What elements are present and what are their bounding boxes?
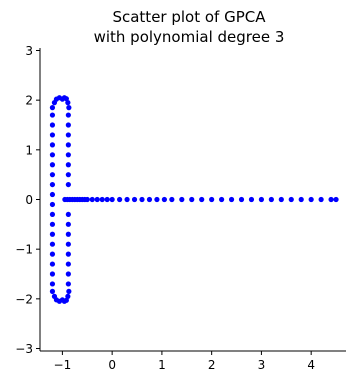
scatter-point (131, 196, 138, 203)
scatter-point (99, 196, 105, 203)
scatter-point (268, 196, 274, 203)
y-tick-label: −1 (15, 243, 33, 257)
scatter-point (65, 112, 71, 118)
scatter-point (308, 196, 314, 203)
scatter-point (63, 297, 69, 303)
scatter-point (65, 221, 71, 227)
scatter-point (66, 105, 72, 111)
scatter-point (238, 196, 245, 203)
scatter-point (84, 196, 90, 203)
scatter-point (179, 196, 185, 203)
scatter-point (49, 241, 56, 247)
scatter-point (146, 196, 153, 203)
chart-title-line-1: Scatter plot of GPCA (112, 8, 266, 26)
y-axis-ticks: −3 −2 −1 0 1 2 3 (15, 44, 40, 356)
x-tick-label: 4 (307, 358, 315, 372)
y-tick-label: 1 (25, 143, 33, 157)
x-tick-label: −1 (54, 358, 72, 372)
scatter-point (49, 112, 56, 118)
scatter-point (209, 196, 215, 203)
scatter-point (65, 172, 71, 178)
scatter-point (65, 142, 71, 148)
scatter-point (66, 288, 72, 294)
x-tick-label: 1 (158, 358, 166, 372)
scatter-point (49, 271, 56, 277)
scatter-point (49, 105, 56, 111)
scatter-point (169, 196, 175, 203)
scatter-point (65, 122, 71, 128)
scatter-point (65, 261, 71, 267)
y-tick-label: 2 (25, 94, 33, 108)
y-tick-label: −3 (15, 342, 33, 356)
scatter-point (49, 201, 56, 208)
scatter-point (49, 191, 56, 198)
y-tick-label: −2 (15, 292, 33, 306)
scatter-point (65, 231, 71, 237)
scatter-point (49, 152, 56, 158)
chart-title: Scatter plot of GPCA with polynomial deg… (94, 8, 285, 46)
scatter-point (124, 196, 130, 203)
scatter-point (63, 96, 69, 102)
scatter-point (49, 122, 56, 128)
scatter-point (65, 211, 71, 218)
scatter-point (139, 196, 145, 203)
scatter-point (49, 231, 56, 237)
scatter-point (154, 196, 160, 203)
y-tick-label: 0 (25, 193, 33, 207)
x-tick-label: 0 (108, 358, 116, 372)
scatter-point (49, 142, 56, 148)
scatter-point (94, 196, 100, 203)
scatter-point (328, 196, 334, 203)
scatter-point (278, 196, 284, 203)
scatter-point (258, 196, 265, 203)
scatter-point (161, 196, 167, 203)
scatter-point (219, 196, 225, 203)
scatter-point (65, 132, 71, 138)
scatter-point (49, 251, 56, 257)
scatter-point (49, 211, 56, 218)
scatter-points (49, 95, 339, 304)
x-tick-label: 2 (208, 358, 216, 372)
scatter-point (49, 181, 56, 188)
scatter-point (248, 196, 255, 203)
scatter-point (65, 271, 71, 277)
scatter-point (65, 100, 71, 106)
scatter-point (49, 288, 56, 294)
scatter-point (65, 162, 71, 168)
scatter-point (65, 251, 71, 257)
scatter-point (117, 196, 123, 203)
scatter-point (65, 293, 71, 299)
scatter-point (199, 196, 205, 203)
scatter-point (288, 196, 294, 203)
scatter-point (49, 132, 56, 138)
scatter-point (65, 241, 71, 247)
scatter-point (49, 162, 56, 168)
scatter-point (49, 172, 56, 178)
scatter-point (333, 196, 339, 203)
scatter-point (228, 196, 235, 203)
scatter-point (49, 221, 56, 227)
scatter-point (189, 196, 195, 203)
scatter-point (49, 261, 56, 267)
scatter-point (318, 196, 324, 203)
scatter-point (104, 196, 110, 203)
x-axis-ticks: −1 0 1 2 3 4 (54, 351, 315, 372)
scatter-point (49, 281, 56, 287)
scatter-point (109, 196, 115, 203)
scatter-point (89, 196, 95, 203)
chart-title-line-2: with polynomial degree 3 (94, 28, 285, 46)
scatter-point (65, 281, 71, 287)
x-tick-label: 3 (258, 358, 266, 372)
scatter-point (65, 152, 71, 158)
scatter-point (65, 181, 71, 188)
y-tick-label: 3 (25, 44, 33, 58)
scatter-point (298, 196, 304, 203)
